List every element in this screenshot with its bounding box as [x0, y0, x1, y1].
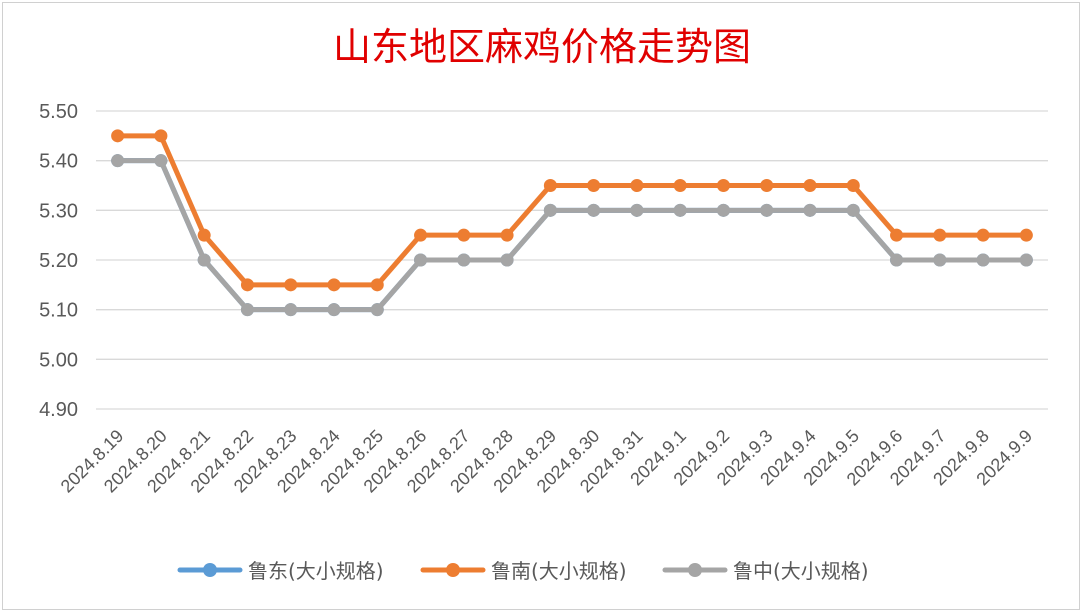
data-point	[111, 154, 125, 168]
data-point	[803, 203, 817, 217]
data-point	[197, 228, 211, 242]
y-tick-label: 4.90	[39, 399, 78, 421]
data-point	[500, 228, 514, 242]
data-point	[327, 303, 341, 317]
series-1	[111, 129, 1033, 292]
series-line	[115, 133, 1029, 288]
data-point	[457, 253, 471, 267]
data-point	[414, 253, 428, 267]
data-point	[457, 228, 471, 242]
data-point	[500, 253, 514, 267]
legend: 鲁东(大小规格) 鲁南(大小规格) 鲁中(大小规格)	[177, 559, 869, 583]
legend-marker	[203, 563, 217, 577]
legend-item: 鲁东(大小规格)	[177, 559, 384, 583]
y-tick-label: 5.40	[39, 151, 78, 173]
data-point	[890, 228, 904, 242]
data-point	[1019, 228, 1033, 242]
data-point	[630, 179, 644, 192]
chart-title: 山东地区麻鸡价格走势图	[333, 25, 751, 69]
y-axis-ticks: 5.50 5.40 5.30 5.20 5.10 5.00 4.90	[39, 101, 78, 421]
data-point	[284, 303, 298, 317]
legend-item: 鲁南(大小规格)	[420, 559, 627, 583]
data-point	[543, 203, 557, 217]
data-point	[154, 129, 168, 143]
legend-label: 鲁东(大小规格)	[248, 559, 384, 583]
data-point	[760, 179, 774, 192]
data-point	[154, 154, 168, 168]
data-point	[976, 228, 990, 242]
data-point	[630, 203, 644, 217]
legend-label: 鲁南(大小规格)	[491, 559, 627, 583]
data-point	[673, 179, 687, 192]
data-point	[716, 203, 730, 217]
legend-label: 鲁中(大小规格)	[733, 559, 869, 583]
data-point	[760, 203, 774, 217]
data-point	[370, 303, 384, 317]
data-point	[370, 278, 384, 292]
legend-marker	[688, 563, 702, 577]
data-point	[240, 278, 254, 292]
data-point	[284, 278, 298, 292]
data-point	[587, 179, 601, 192]
series-2	[111, 154, 1033, 317]
data-point	[197, 253, 211, 267]
data-point	[111, 129, 125, 143]
data-point	[890, 253, 904, 267]
legend-item: 鲁中(大小规格)	[662, 559, 869, 583]
data-point	[587, 203, 601, 217]
data-point	[976, 253, 990, 267]
data-point	[846, 179, 860, 192]
y-tick-label: 5.30	[39, 200, 78, 222]
data-point	[414, 228, 428, 242]
series-lines	[111, 129, 1033, 317]
data-point	[673, 203, 687, 217]
y-tick-label: 5.50	[39, 101, 78, 123]
data-point	[803, 179, 817, 192]
data-point	[716, 179, 730, 192]
data-point	[933, 253, 947, 267]
series-line	[115, 158, 1029, 313]
data-point	[543, 179, 557, 192]
data-point	[1019, 253, 1033, 267]
y-tick-label: 5.10	[39, 300, 78, 322]
legend-marker	[446, 563, 460, 577]
data-point	[327, 278, 341, 292]
x-axis-ticks: 2024.8.192024.8.202024.8.212024.8.222024…	[57, 426, 1036, 497]
y-tick-label: 5.20	[39, 250, 78, 272]
data-point	[846, 203, 860, 217]
y-tick-label: 5.00	[39, 349, 78, 371]
data-point	[933, 228, 947, 242]
data-point	[240, 303, 254, 317]
